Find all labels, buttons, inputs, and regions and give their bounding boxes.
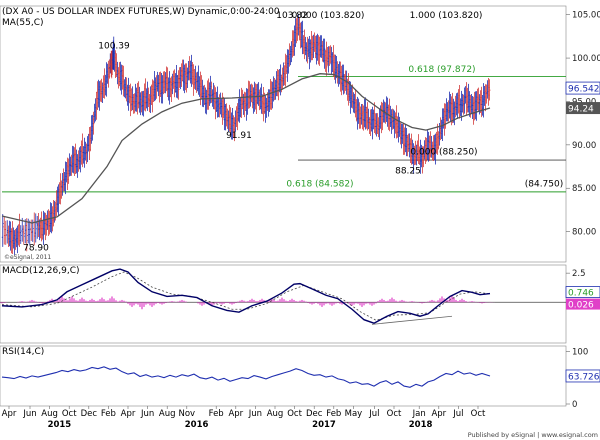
x-axis-year-label: 2017 [312,420,336,430]
macd-histogram-tag: 0.026 [566,298,600,311]
price-annotation: (84.750) [525,180,564,190]
ma-value-box [566,102,600,115]
x-axis-month-label: Dec [306,409,323,419]
price-y-tick-label: 90.00 [572,141,596,151]
x-axis-month-label: Oct [287,409,302,419]
x-axis-month-label: Aug [159,409,176,419]
price-y-tick-label: 105.00 [572,11,600,21]
macd-value-tag: 0.746 [565,286,600,299]
macd-histogram-text: 0.026 [568,301,594,311]
rsi-value-box [565,369,600,383]
x-axis-month-label: Aug [41,409,58,419]
macd-signal-line [1,271,491,321]
x-axis-month-label: Feb [209,409,224,419]
macd-panel-title: MACD(12,26,9,C) [2,266,80,276]
x-axis-month-label: Apr [2,409,17,419]
rsi-panel: 0 100 63.726 [1,347,600,410]
macd-panel: 2.5 0.746 0.026 [0,268,600,325]
macd-value-text: 0.746 [568,289,594,299]
rsi-y-tick-label: 0 [572,400,577,410]
x-axis-month-label: Jun [248,409,262,419]
x-axis-month-label: Feb [326,409,341,419]
fibonacci-label: 0.618 (84.582) [286,180,353,190]
x-axis-month-label: Aug [267,409,284,419]
x-axis-month-label: Nov [179,409,196,419]
price-annotation: 103.82 [276,11,308,21]
fibonacci-label: 0.618 (97.872) [408,65,475,75]
x-axis-month-label: Apr [228,409,243,419]
price-y-tick-label: 100.00 [572,54,600,64]
x-axis-month-label: Oct [471,409,486,419]
x-axis-month-label: Jun [22,409,36,419]
x-axis-month-label: Dec [81,409,98,419]
price-panel-frame [0,5,567,263]
x-axis-year-label: 2015 [48,420,72,430]
price-annotation: 78.90 [23,244,49,254]
price-annotation: 0.000 (88.250) [410,147,477,157]
x-axis-month-label: Feb [101,409,116,419]
rsi-value-tag: 63.726 [565,369,600,383]
ma-indicator-label: MA(55,C) [2,18,44,28]
price-annotation: 88.25 [395,166,421,176]
price-y-tick-label: 80.00 [572,228,596,238]
price-panel-title: (DX A0 - US DOLLAR INDEX FUTURES,W) Dyna… [2,7,280,17]
x-axis-month-label: Jul [368,409,379,419]
x-axis-year-label: 2016 [185,420,209,430]
rsi-value-text: 63.726 [568,372,600,382]
x-axis-month-label: Apr [431,409,446,419]
x-axis: Apr Jun Aug Oct Dec Feb Apr Jun Aug Nov Feb Apr Jun A… [2,406,486,430]
ma-value-text: 94.24 [568,105,594,115]
ma-55-line [1,73,491,224]
current-price-box [565,81,600,95]
x-axis-month-label: Apr [121,409,136,419]
macd-line [1,268,491,324]
x-axis-month-label: May [345,409,363,419]
macd-trendline [371,315,453,325]
price-annotation: 91.91 [226,131,252,141]
macd-histogram-box [566,298,600,310]
x-axis-month-label: Oct [62,409,77,419]
published-by-footer: Published by eSignal | www.esignal.com [468,431,598,439]
macd-panel-frame [0,264,567,344]
x-axis-month-label: Jul [452,409,463,419]
esignal-watermark: ©eSignal, 2011 [4,254,51,261]
macd-y-tick-label: 2.5 [572,269,586,279]
price-panel: 80.0085.0090.0095.00100.00105.00103.820.… [1,11,600,255]
rsi-panel-frame [0,345,567,407]
price-annotation: 1.000 (103.820) [410,11,483,21]
rsi-y-tick-label: 100 [572,347,588,357]
x-axis-year-label: 2018 [409,420,433,430]
macd-value-box [565,286,600,298]
rsi-line [1,366,491,388]
price-annotation: 0.000 (103.820) [292,11,365,21]
x-axis-month-label: Jun [140,409,154,419]
current-price-value: 96.542 [568,85,600,95]
price-annotation: 100.39 [98,42,130,52]
ma-value-tag: 94.24 [566,102,600,115]
x-axis-month-label: Jan [412,409,426,419]
price-y-tick-label: 85.00 [572,184,596,194]
x-axis-month-label: Oct [387,409,402,419]
current-price-tag: 96.542 [565,81,600,95]
rsi-panel-title: RSI(14,C) [2,347,44,357]
